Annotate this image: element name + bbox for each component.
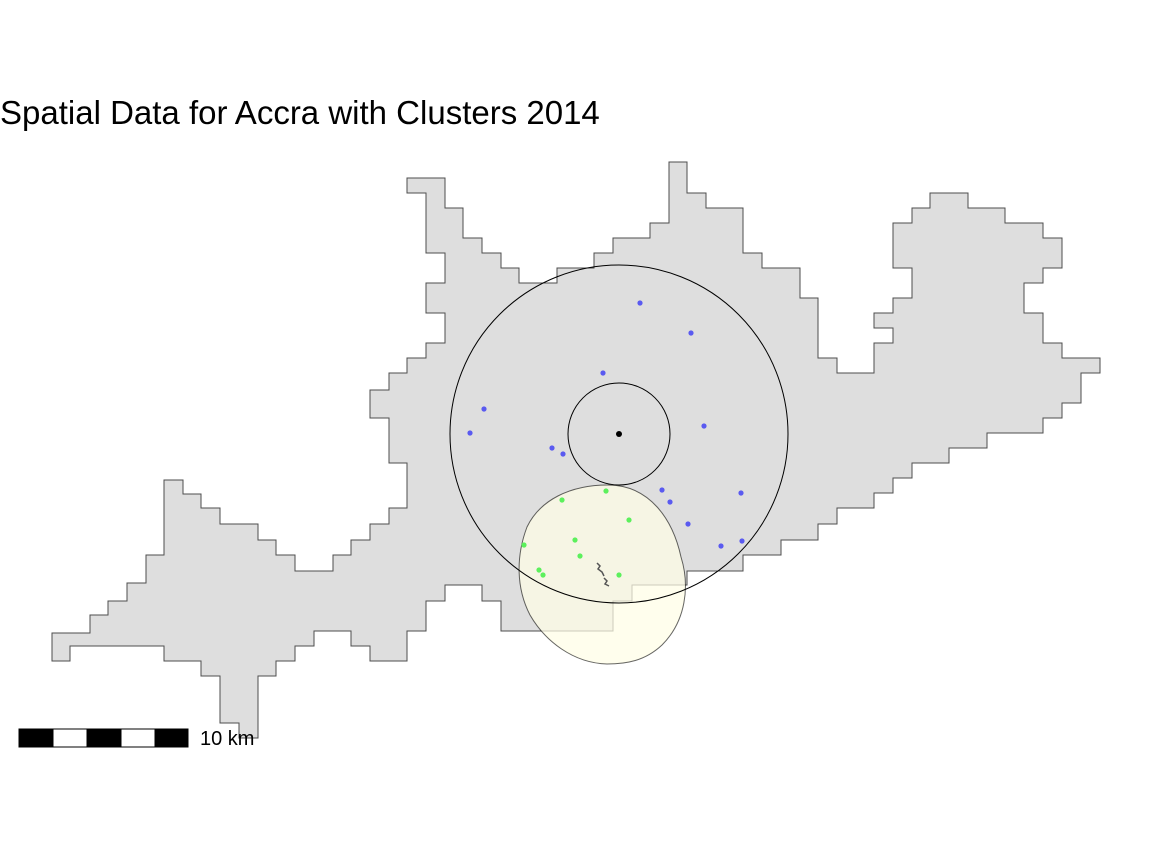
inner-buffer-circle	[567, 382, 671, 486]
cluster-b-point	[603, 488, 609, 494]
cluster-a-point	[481, 406, 487, 412]
cluster-b-point	[616, 572, 622, 578]
cluster-b-points	[521, 488, 632, 578]
outer-buffer-circle	[449, 264, 789, 604]
cluster-b-point	[572, 537, 578, 543]
cluster-b-point	[536, 567, 542, 573]
cluster-track-marker	[596, 562, 610, 587]
cluster-a-point	[560, 451, 566, 457]
cluster-b-point	[626, 517, 632, 523]
cluster-a-point	[637, 300, 643, 306]
cluster-a-point	[549, 445, 555, 451]
cluster-a-point	[667, 499, 673, 505]
cluster-a-point	[739, 538, 745, 544]
cluster-b-point	[521, 542, 527, 548]
cluster-a-point	[688, 330, 694, 336]
cluster-a-point	[659, 487, 665, 493]
scale-bar-label: 10 km	[200, 728, 255, 750]
cluster-a-point	[600, 370, 606, 376]
cluster-a-point	[701, 423, 707, 429]
cluster-b-buffer	[518, 484, 686, 665]
scale-bar	[18, 728, 189, 748]
accra-boundary	[51, 161, 1101, 739]
cluster-a-point	[467, 430, 473, 436]
cluster-b-point	[559, 497, 565, 503]
cluster-b-point	[540, 572, 546, 578]
cluster-b-point	[577, 553, 583, 559]
cluster-a-point	[738, 490, 744, 496]
center-point	[616, 431, 622, 437]
cluster-a-points	[467, 300, 745, 549]
cluster-a-point	[685, 521, 691, 527]
cluster-a-point	[718, 543, 724, 549]
map-title: Spatial Data for Accra with Clusters 201…	[0, 94, 600, 131]
